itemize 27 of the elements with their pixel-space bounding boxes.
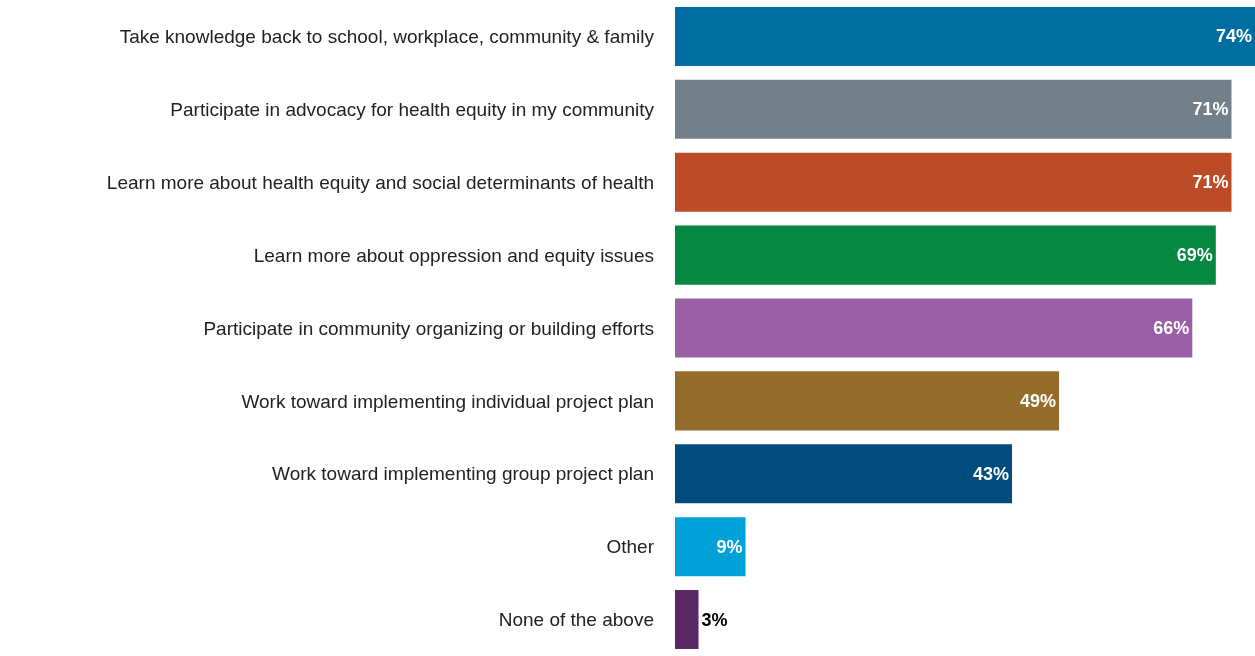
bar	[675, 590, 699, 650]
data-label: 71%	[1192, 99, 1229, 120]
data-label: 3%	[701, 609, 728, 630]
data-label: 74%	[1215, 26, 1252, 47]
bar	[675, 6, 1255, 66]
data-label: 69%	[1176, 245, 1213, 266]
bar	[675, 444, 1013, 504]
bar	[675, 517, 746, 577]
data-label: 9%	[716, 536, 743, 557]
bar	[675, 79, 1232, 139]
data-label: 66%	[1153, 318, 1190, 338]
y-tick-label: Other	[606, 536, 655, 558]
bar	[675, 152, 1232, 212]
data-label: 71%	[1192, 172, 1229, 193]
y-tick-label: Learn more about health equity and social determinants of health	[106, 171, 654, 193]
bar	[675, 298, 1193, 358]
y-tick-label: Work toward implementing group project plan	[272, 463, 654, 485]
y-tick-label: None of the above	[498, 609, 654, 631]
y-tick-label: Work toward implementing individual project plan	[241, 390, 654, 412]
data-label: 43%	[973, 463, 1010, 484]
bar	[675, 225, 1216, 285]
y-tick-label: Learn more about oppression and equity issues	[253, 244, 654, 266]
y-tick-label: Participate in advocacy for health equity in my community	[170, 98, 655, 120]
y-tick-label: Take knowledge back to school, workplace, community & family	[119, 26, 655, 48]
y-tick-label: Participate in community organizing or building efforts	[203, 317, 654, 339]
bar	[675, 371, 1060, 431]
data-label: 49%	[1020, 390, 1057, 411]
